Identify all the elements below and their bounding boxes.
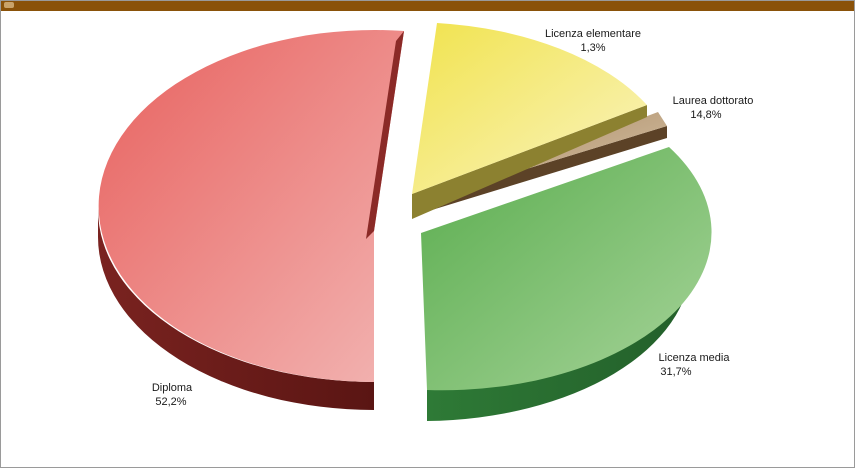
label-licenza-elementare-name: Laurea dottorato (673, 95, 754, 107)
label-licenza-media-value: 31,7% (660, 366, 691, 378)
slice-licenza-media[interactable] (421, 147, 712, 391)
header-mark (4, 2, 14, 8)
slice-licenza-elementare-side (422, 126, 667, 213)
label-licenza-elementare-value: 14,8% (690, 109, 721, 121)
label-licenza-media-name: Licenza media (659, 352, 731, 364)
slice-diploma-side (98, 209, 374, 410)
slice-diploma-inner-edge (366, 31, 404, 239)
slice-diploma-body[interactable] (98, 30, 405, 383)
header-bar (1, 1, 854, 11)
label-laurea-value: 1,3% (580, 42, 605, 54)
slice-laurea-side (412, 105, 647, 219)
slice-laurea-dottorato[interactable] (412, 23, 647, 194)
label-diploma-value: 52,2% (155, 396, 186, 408)
label-diploma-name: Diploma (152, 382, 193, 394)
label-laurea-name: Licenza elementare (545, 28, 641, 40)
